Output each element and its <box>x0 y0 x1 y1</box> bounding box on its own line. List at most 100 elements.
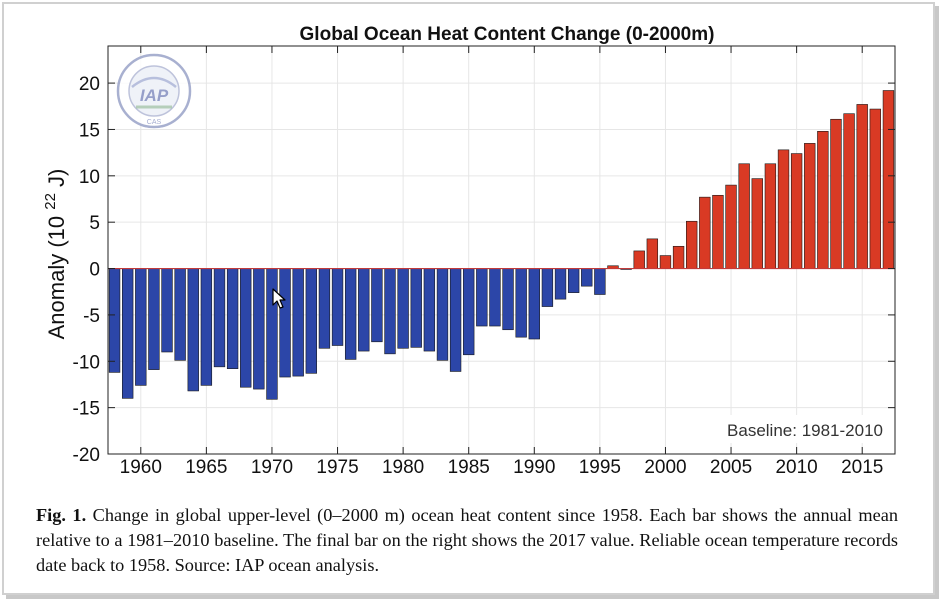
caption-label: Fig. 1. <box>36 505 87 525</box>
bar-2009 <box>777 149 790 269</box>
x-tick-label: 1980 <box>382 457 424 478</box>
bar-1975 <box>331 268 344 346</box>
baseline-annotation: Baseline: 1981-2010 <box>727 421 883 440</box>
x-tick-label: 1985 <box>448 457 490 478</box>
chart-title: Global Ocean Heat Content Change (0-2000… <box>300 24 715 45</box>
bar-2010 <box>790 153 803 269</box>
bar-1993 <box>567 268 580 293</box>
bar-1959 <box>121 268 134 399</box>
bar-1990 <box>528 268 540 340</box>
bar-2017 <box>882 90 895 269</box>
y-tick-label: 5 <box>89 213 100 234</box>
y-tick-label: 15 <box>79 120 100 141</box>
bar-1963 <box>174 268 186 361</box>
bar-2006 <box>738 163 750 269</box>
bar-1960 <box>135 268 147 386</box>
svg-text:Anomaly (10 22 J): Anomaly (10 22 J) <box>35 169 69 340</box>
x-tick-label: 1995 <box>579 457 621 478</box>
bar-2003 <box>699 196 711 269</box>
bar-1978 <box>371 268 383 343</box>
x-tick-label: 1960 <box>120 457 162 478</box>
bar-1991 <box>541 268 554 307</box>
y-tick-label: -5 <box>83 306 100 327</box>
bar-2008 <box>764 163 777 269</box>
bar-1964 <box>187 268 199 392</box>
bar-1995 <box>594 268 606 295</box>
y-tick-label: -15 <box>73 399 100 420</box>
bar-1988 <box>502 268 514 331</box>
bar-2001 <box>672 245 685 269</box>
bar-1961 <box>148 268 160 370</box>
bars <box>108 90 895 400</box>
x-tick-label: 1990 <box>513 457 555 478</box>
iap-logo: IAP CAS <box>116 53 192 129</box>
bar-1983 <box>436 268 449 361</box>
y-axis-label-unit: J) <box>44 169 69 187</box>
x-tick-label: 1970 <box>251 457 293 478</box>
y-tick-label: 0 <box>89 260 100 281</box>
figure-caption: Fig. 1. Change in global upper-level (0–… <box>36 503 898 578</box>
bar-2013 <box>830 118 842 269</box>
logo-subtext: CAS <box>147 119 162 126</box>
x-tick-label: 1975 <box>316 457 358 478</box>
bar-2007 <box>751 178 763 269</box>
bar-2005 <box>725 184 737 269</box>
y-axis-label: Anomaly (10 22 J) <box>35 169 69 340</box>
bar-1970 <box>266 268 278 400</box>
y-tick-label: -20 <box>73 445 100 466</box>
bar-1969 <box>253 268 265 390</box>
bar-1981 <box>410 268 422 348</box>
y-axis-label-main: Anomaly (10 <box>44 216 69 340</box>
bar-1976 <box>344 268 357 360</box>
bar-1979 <box>384 268 396 355</box>
bar-1974 <box>318 268 331 349</box>
x-tick-label: 2000 <box>644 457 686 478</box>
bar-1962 <box>161 268 173 353</box>
mouse-cursor-icon <box>272 288 286 309</box>
bar-2016 <box>869 108 882 269</box>
bar-1980 <box>397 268 409 349</box>
bar-1965 <box>200 268 213 386</box>
caption-text: Change in global upper-level (0–2000 m) … <box>36 505 898 575</box>
bar-1973 <box>305 268 317 374</box>
logo-text: IAP <box>140 86 169 105</box>
y-tick-label: 10 <box>79 167 100 188</box>
bar-1987 <box>489 268 501 327</box>
bar-2014 <box>843 113 855 269</box>
bar-1958 <box>108 268 121 373</box>
x-tick-label: 2015 <box>841 457 883 478</box>
bar-2015 <box>856 104 868 269</box>
x-tick-label: 1965 <box>185 457 227 478</box>
plot-background <box>108 46 895 454</box>
bar-2004 <box>712 194 724 269</box>
bar-1999 <box>646 238 659 269</box>
bar-1982 <box>423 268 436 352</box>
bar-1971 <box>279 268 291 378</box>
annotation-box <box>708 415 893 443</box>
bar-1972 <box>292 268 304 377</box>
bar-1986 <box>476 268 488 327</box>
x-tick-label: 2005 <box>710 457 752 478</box>
y-tick-label: -10 <box>73 352 100 373</box>
plot-border <box>107 45 896 455</box>
bar-1977 <box>358 268 370 352</box>
y-axis-label-exponent: 22 <box>42 193 59 210</box>
bar-1992 <box>554 268 567 300</box>
bar-1984 <box>449 268 462 372</box>
bar-1967 <box>226 268 239 369</box>
bar-1998 <box>633 250 645 269</box>
bar-1989 <box>515 268 527 338</box>
axes <box>107 45 896 455</box>
bar-1968 <box>240 268 252 388</box>
bar-1994 <box>581 268 593 287</box>
bar-1966 <box>213 268 226 368</box>
grid <box>108 46 895 455</box>
bar-1985 <box>463 268 475 356</box>
bar-2012 <box>817 131 829 269</box>
bar-2011 <box>804 143 816 269</box>
x-tick-label: 2010 <box>775 457 817 478</box>
bar-2000 <box>659 255 672 269</box>
y-tick-label: 20 <box>79 74 100 95</box>
